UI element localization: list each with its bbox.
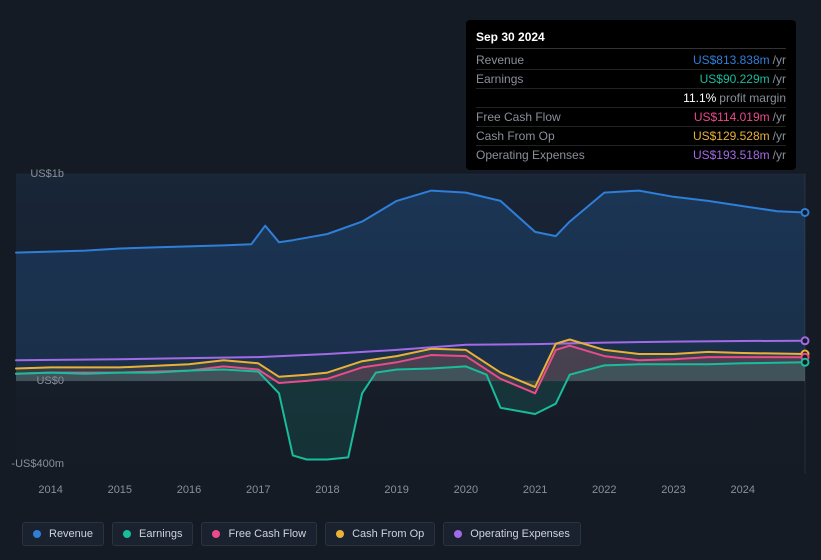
tooltip-value-wrap: US$90.229m/yr (700, 72, 786, 86)
x-axis-label: 2017 (246, 484, 270, 496)
tooltip-row: Earnings US$90.229m/yr (476, 70, 786, 89)
x-axis-label: 2016 (177, 484, 201, 496)
tooltip-suffix: /yr (773, 110, 786, 124)
x-axis-label: 2019 (384, 484, 408, 496)
tooltip-value-wrap: US$129.528m/yr (693, 129, 786, 143)
tooltip-value-wrap: 11.1%profit margin (683, 91, 786, 105)
legend-item-fcf[interactable]: Free Cash Flow (201, 522, 317, 546)
legend-label: Cash From Op (352, 528, 424, 540)
tooltip-row: Cash From Op US$129.528m/yr (476, 127, 786, 146)
x-axis-label: 2021 (523, 484, 547, 496)
legend-label: Operating Expenses (470, 528, 570, 540)
tooltip-row: Free Cash Flow US$114.019m/yr (476, 108, 786, 127)
tooltip-value: US$90.229m (700, 72, 770, 86)
legend-item-cash_from_op[interactable]: Cash From Op (325, 522, 435, 546)
y-axis-label: US$1b (30, 168, 64, 180)
y-axis-label: -US$400m (11, 458, 64, 470)
legend-dot (33, 530, 41, 538)
chart-legend: Revenue Earnings Free Cash Flow Cash From O… (22, 522, 581, 546)
legend-dot (454, 530, 462, 538)
x-axis-label: 2023 (661, 484, 685, 496)
tooltip-row: Revenue US$813.838m/yr (476, 51, 786, 70)
legend-label: Free Cash Flow (228, 528, 306, 540)
tooltip-suffix: /yr (773, 53, 786, 67)
x-axis-label: 2022 (592, 484, 616, 496)
x-axis-label: 2018 (315, 484, 339, 496)
financials-chart[interactable]: 2014201520162017201820192020202120222023… (16, 160, 805, 490)
tooltip-value-wrap: US$813.838m/yr (693, 53, 786, 67)
tooltip-value: US$114.019m (694, 110, 770, 124)
chart-svg (16, 174, 805, 474)
x-axis-label: 2024 (730, 484, 754, 496)
x-axis-label: 2020 (454, 484, 478, 496)
x-axis-label: 2015 (108, 484, 132, 496)
tooltip-value-wrap: US$114.019m/yr (694, 110, 786, 124)
legend-item-revenue[interactable]: Revenue (22, 522, 104, 546)
tooltip-label: Revenue (476, 53, 524, 67)
legend-item-opex[interactable]: Operating Expenses (443, 522, 581, 546)
tooltip-suffix: profit margin (719, 91, 786, 105)
tooltip-value: US$813.838m (693, 53, 770, 67)
tooltip-value: US$129.528m (693, 129, 770, 143)
legend-item-earnings[interactable]: Earnings (112, 522, 193, 546)
y-axis-label: US$0 (36, 375, 64, 387)
chart-tooltip: Sep 30 2024 RevenueUS$813.838m/yrEarning… (466, 20, 796, 170)
tooltip-label: Free Cash Flow (476, 110, 561, 124)
tooltip-value: 11.1% (683, 91, 716, 105)
tooltip-label: Earnings (476, 72, 523, 86)
tooltip-row: 11.1%profit margin (476, 89, 786, 108)
tooltip-date: Sep 30 2024 (476, 26, 786, 49)
x-axis-label: 2014 (38, 484, 62, 496)
legend-label: Revenue (49, 528, 93, 540)
legend-dot (212, 530, 220, 538)
tooltip-suffix: /yr (773, 129, 786, 143)
tooltip-label: Cash From Op (476, 129, 555, 143)
legend-label: Earnings (139, 528, 182, 540)
tooltip-suffix: /yr (773, 72, 786, 86)
legend-dot (336, 530, 344, 538)
legend-dot (123, 530, 131, 538)
chart-plot-area (16, 174, 805, 474)
x-axis-labels: 2014 2015 2016 2017 2018 2019 2020 2021 2022 2023… (16, 484, 805, 504)
